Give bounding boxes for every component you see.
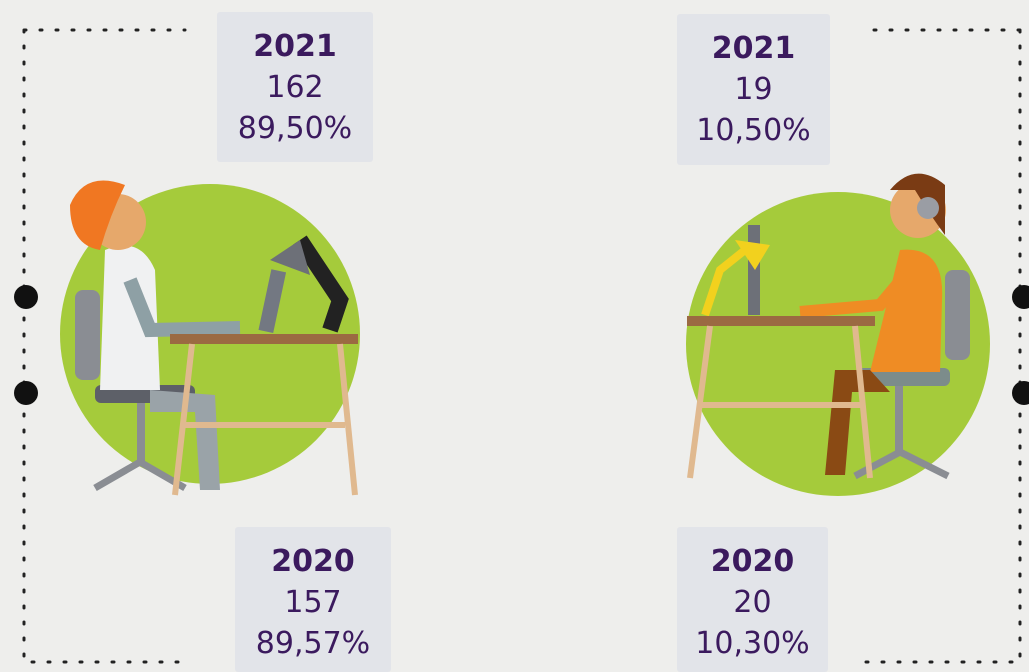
- percent: 89,57%: [235, 623, 391, 664]
- stat-box: 2021 19 10,50%: [677, 14, 830, 165]
- infographic: 2021 162 89,50% 2021 19 10,50% 2020 157 …: [0, 0, 1029, 672]
- count: 157: [235, 582, 391, 623]
- year: 2020: [677, 541, 828, 582]
- percent: 10,30%: [677, 623, 828, 664]
- count: 20: [677, 582, 828, 623]
- stat-box: 2020 157 89,57%: [235, 527, 391, 672]
- year: 2021: [217, 26, 373, 67]
- percent: 10,50%: [677, 110, 830, 151]
- count: 162: [217, 67, 373, 108]
- year: 2021: [677, 28, 830, 69]
- year: 2020: [235, 541, 391, 582]
- percent: 89,50%: [217, 108, 373, 149]
- stat-box: 2020 20 10,30%: [677, 527, 828, 672]
- count: 19: [677, 69, 830, 110]
- stat-box: 2021 162 89,50%: [217, 12, 373, 162]
- illustration: [0, 0, 1029, 672]
